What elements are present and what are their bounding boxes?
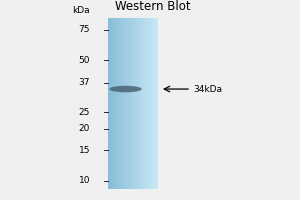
Bar (114, 18, 115, 189)
Bar (110, 18, 111, 189)
Bar (157, 18, 158, 189)
Bar (109, 18, 110, 189)
Bar (117, 18, 118, 189)
Text: kDa: kDa (72, 6, 90, 15)
Bar (140, 18, 141, 189)
Bar (153, 18, 154, 189)
Text: Western Blot: Western Blot (115, 0, 191, 13)
Bar (108, 18, 109, 189)
Bar (156, 18, 157, 189)
Text: 15: 15 (79, 146, 90, 155)
Bar (128, 18, 129, 189)
Text: 20: 20 (79, 124, 90, 133)
Bar (134, 18, 135, 189)
Text: 34kDa: 34kDa (193, 85, 222, 94)
Bar (124, 18, 125, 189)
Bar (125, 18, 126, 189)
Bar (132, 18, 133, 189)
Bar (115, 18, 116, 189)
Bar (126, 18, 127, 189)
Text: 10: 10 (79, 176, 90, 185)
Text: 37: 37 (79, 78, 90, 87)
Text: 75: 75 (79, 25, 90, 34)
Bar (136, 18, 137, 189)
Bar (144, 18, 145, 189)
Bar (154, 18, 155, 189)
Text: 25: 25 (79, 108, 90, 117)
Bar (150, 18, 151, 189)
Bar (133, 18, 134, 189)
Bar (129, 18, 130, 189)
Bar (149, 18, 150, 189)
Bar (135, 18, 136, 189)
Bar (131, 18, 132, 189)
Bar (113, 18, 114, 189)
Bar (122, 18, 123, 189)
Bar (143, 18, 144, 189)
Bar (119, 18, 120, 189)
Bar (142, 18, 143, 189)
Bar (155, 18, 156, 189)
Ellipse shape (109, 86, 142, 92)
Bar (138, 18, 139, 189)
Bar (111, 18, 112, 189)
Bar (145, 18, 146, 189)
Bar (148, 18, 149, 189)
Bar (127, 18, 128, 189)
Bar (118, 18, 119, 189)
Bar (146, 18, 147, 189)
Bar (120, 18, 121, 189)
Bar (152, 18, 153, 189)
Bar (123, 18, 124, 189)
Bar (121, 18, 122, 189)
Bar (139, 18, 140, 189)
Text: 50: 50 (79, 56, 90, 65)
Bar (112, 18, 113, 189)
Bar (141, 18, 142, 189)
Bar (116, 18, 117, 189)
Bar (137, 18, 138, 189)
Bar (130, 18, 131, 189)
Bar (151, 18, 152, 189)
Bar (147, 18, 148, 189)
